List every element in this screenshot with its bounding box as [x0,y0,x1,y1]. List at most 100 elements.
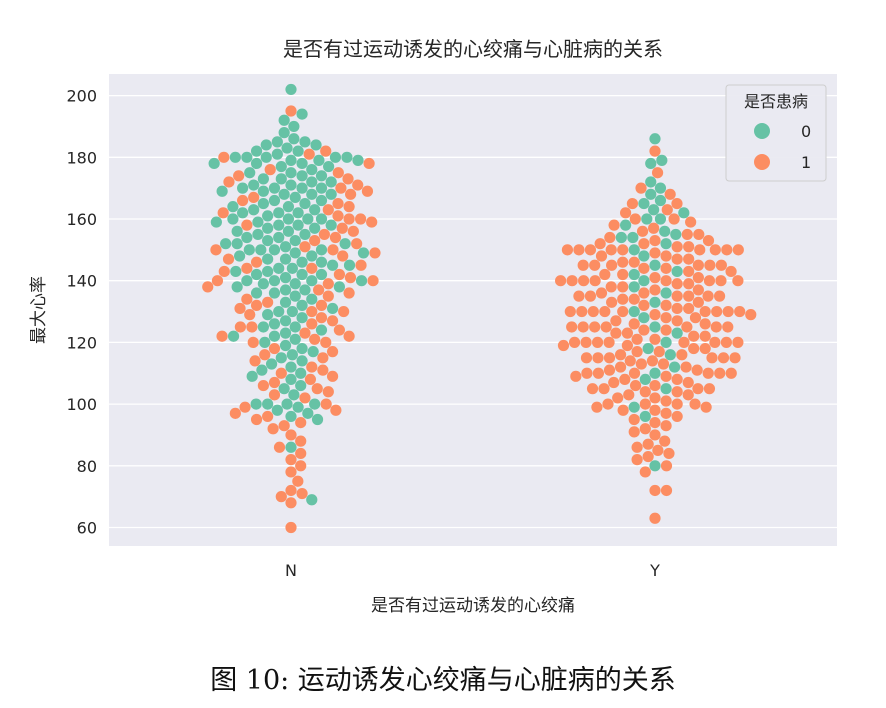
data-point-1 [587,305,599,318]
data-point-1 [592,367,605,379]
data-point-0 [285,373,297,386]
data-point-1 [694,244,706,256]
data-point-0 [278,188,290,200]
data-point-1 [628,426,640,438]
data-point-1 [285,105,297,117]
data-point-1 [692,284,704,296]
data-point-1 [327,244,339,256]
data-point-1 [573,290,585,302]
data-point-1 [649,379,661,392]
data-point-1 [629,379,642,392]
data-point-1 [586,383,599,395]
data-point-1 [659,435,671,447]
data-point-1 [285,466,297,478]
data-point-0 [281,142,293,154]
data-point-1 [603,352,616,364]
data-point-1 [612,392,624,404]
data-point-0 [355,275,368,287]
data-point-1 [699,305,711,318]
data-point-1 [557,339,570,352]
data-point-0 [273,231,285,244]
data-point-0 [296,182,308,194]
data-point-0 [257,278,269,290]
data-point-1 [628,413,640,426]
x-axis-label: 是否有过运动诱发的心绞痛 [371,596,575,616]
data-point-0 [306,250,318,262]
data-point-0 [310,139,322,151]
data-point-1 [278,420,290,432]
data-point-0 [645,176,657,188]
data-point-1 [668,213,680,225]
y-axis-label: 最大心率 [29,276,49,344]
data-point-1 [589,275,601,287]
data-point-0 [257,173,269,185]
data-point-1 [223,176,235,188]
data-point-0 [256,364,268,376]
data-point-1 [671,373,683,386]
data-point-1 [262,296,274,308]
data-point-1 [692,272,704,284]
data-point-1 [329,231,342,244]
data-point-0 [268,318,281,330]
data-point-0 [357,247,370,259]
data-point-1 [577,321,589,333]
data-point-0 [295,367,307,379]
y-tick-label: 140 [66,272,97,291]
data-point-1 [714,367,726,379]
data-point-1 [649,512,661,524]
data-point-1 [660,299,672,311]
data-point-0 [288,120,300,133]
data-point-0 [292,401,304,413]
data-point-1 [651,167,664,179]
data-point-0 [278,127,290,139]
data-point-1 [638,324,650,336]
x-tick-label: N [285,561,297,580]
data-point-0 [299,228,311,241]
data-point-1 [688,330,700,342]
data-point-0 [262,265,274,278]
data-point-1 [692,296,704,308]
data-point-1 [610,315,622,327]
data-point-1 [617,268,629,281]
data-point-0 [323,160,335,173]
data-point-0 [296,170,308,182]
data-point-1 [210,244,222,256]
data-point-0 [352,154,364,166]
data-point-0 [315,170,328,182]
data-point-0 [257,185,269,197]
data-point-1 [732,244,744,256]
data-point-1 [621,327,633,339]
data-point-1 [273,441,286,453]
data-point-1 [671,302,683,315]
data-point-1 [660,250,672,262]
data-point-0 [282,213,295,225]
data-point-1 [343,201,355,213]
data-point-1 [322,290,334,302]
data-point-0 [248,179,260,191]
data-point-1 [660,407,672,419]
data-point-1 [649,333,661,345]
data-point-1 [660,460,673,472]
data-point-0 [262,253,274,265]
data-point-0 [268,330,281,342]
data-point-0 [671,327,683,339]
data-point-1 [626,197,639,210]
data-point-0 [615,231,627,244]
data-point-1 [721,244,733,256]
figure-caption: 图 10: 运动诱发心绞痛与心脏病的关系 [210,665,676,696]
chart-title: 是否有过运动诱发的心绞痛与心脏病的关系 [283,37,663,61]
data-point-1 [361,185,374,197]
data-point-0 [262,222,274,234]
data-point-1 [311,383,323,395]
data-point-0 [279,241,292,253]
data-point-1 [649,247,661,259]
data-point-1 [732,275,744,287]
data-point-0 [289,290,301,302]
y-tick-label: 160 [66,210,97,229]
data-point-1 [631,454,643,466]
data-point-1 [285,521,297,534]
data-point-1 [652,444,664,456]
data-point-1 [320,336,332,348]
data-point-1 [646,355,659,367]
data-point-1 [343,330,355,342]
